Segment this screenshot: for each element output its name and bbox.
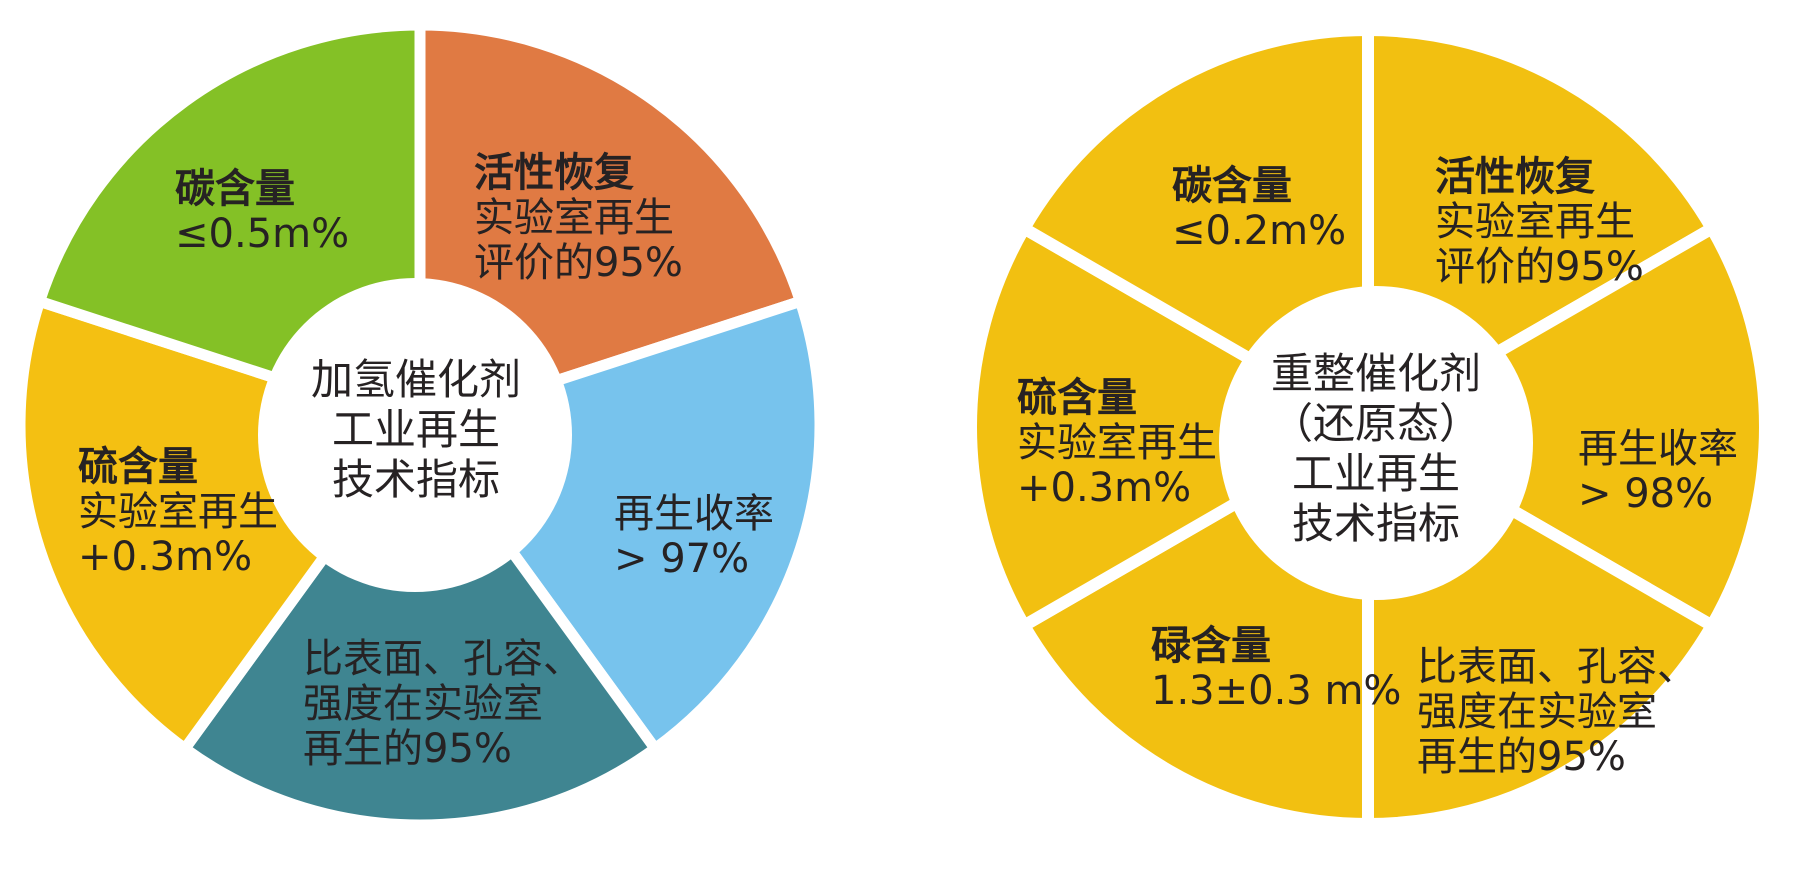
label-carbon-content: 碳含量 ≤0.5m% <box>175 167 349 257</box>
label-chlorine-content: 碌含量 1.3±0.3 m% <box>1151 624 1401 714</box>
label-line: > 98% <box>1578 471 1714 517</box>
center-label-line: 工业再生 <box>331 405 501 454</box>
donut-hole-reforming-catalyst-donut <box>1219 286 1533 600</box>
center-label-line: 技术指标 <box>1291 499 1461 548</box>
label-carbon-content: 碳含量 ≤0.2m% <box>1172 164 1346 254</box>
label-line: 强度在实验室 <box>303 681 543 727</box>
label-regeneration-yield: 再生收率 > 97% <box>614 492 774 582</box>
label-line: 强度在实验室 <box>1417 689 1657 735</box>
center-label-line: 工业再生 <box>1291 449 1461 498</box>
center-label-reforming-catalyst-donut: 重整催化剂 （还原态） 工业再生 技术指标 <box>1271 349 1481 549</box>
label-line: 实验室再生 <box>474 195 674 241</box>
label-surface-properties: 比表面、孔容、 强度在实验室 再生的95% <box>1417 645 1697 780</box>
label-activity-recovery: 活性恢复 实验室再生 评价的95% <box>1435 155 1644 290</box>
label-line: +0.3m% <box>78 534 253 580</box>
label-line: 实验室再生 <box>1017 420 1217 466</box>
donut-hole-hydrogenation-catalyst-donut <box>258 278 572 592</box>
label-line: 比表面、孔容、 <box>1417 644 1697 690</box>
label-line: 再生的95% <box>1417 734 1626 780</box>
center-label-line: 重整催化剂 <box>1270 349 1482 398</box>
label-title-activity-recovery: 活性恢复 <box>1435 154 1595 200</box>
label-line: 再生收率 <box>614 491 774 537</box>
label-title-carbon-content: 碳含量 <box>175 166 295 212</box>
label-line: 评价的95% <box>1435 244 1644 290</box>
label-line: 再生收率 <box>1578 426 1738 472</box>
segment-regeneration-yield <box>1356 220 1771 634</box>
label-line: ≤0.5m% <box>175 211 350 257</box>
center-label-line: （还原态） <box>1270 399 1482 448</box>
label-title-sulfur-content: 硫含量 <box>1017 375 1137 421</box>
label-surface-properties: 比表面、孔容、 强度在实验室 再生的95% <box>303 637 583 772</box>
segment-sulfur-content <box>965 220 1380 634</box>
label-sulfur-content: 硫含量 实验室再生 +0.3m% <box>1017 376 1217 511</box>
segment-surface-properties <box>177 415 663 831</box>
label-activity-recovery: 活性恢复 实验室再生 评价的95% <box>474 151 683 286</box>
label-line: 1.3±0.3 m% <box>1151 668 1402 714</box>
label-line: 再生的95% <box>303 726 512 772</box>
label-sulfur-content: 硫含量 实验室再生 +0.3m% <box>78 445 278 580</box>
label-title-activity-recovery: 活性恢复 <box>474 150 634 196</box>
label-line: 实验室再生 <box>1435 199 1635 245</box>
center-label-hydrogenation-catalyst-donut: 加氢催化剂 工业再生 技术指标 <box>311 355 521 505</box>
center-label-line: 加氢催化剂 <box>310 355 522 404</box>
label-line: > 97% <box>614 536 750 582</box>
label-line: +0.3m% <box>1017 465 1192 511</box>
center-label-line: 技术指标 <box>331 455 501 504</box>
label-line: 评价的95% <box>474 240 683 286</box>
label-line: 实验室再生 <box>78 489 278 535</box>
label-title-carbon-content: 碳含量 <box>1172 163 1292 209</box>
label-line: 比表面、孔容、 <box>303 636 583 682</box>
label-title-chlorine-content: 碌含量 <box>1151 623 1271 669</box>
label-title-sulfur-content: 硫含量 <box>78 444 198 490</box>
label-regeneration-yield: 再生收率 > 98% <box>1578 427 1738 517</box>
label-line: ≤0.2m% <box>1172 208 1347 254</box>
